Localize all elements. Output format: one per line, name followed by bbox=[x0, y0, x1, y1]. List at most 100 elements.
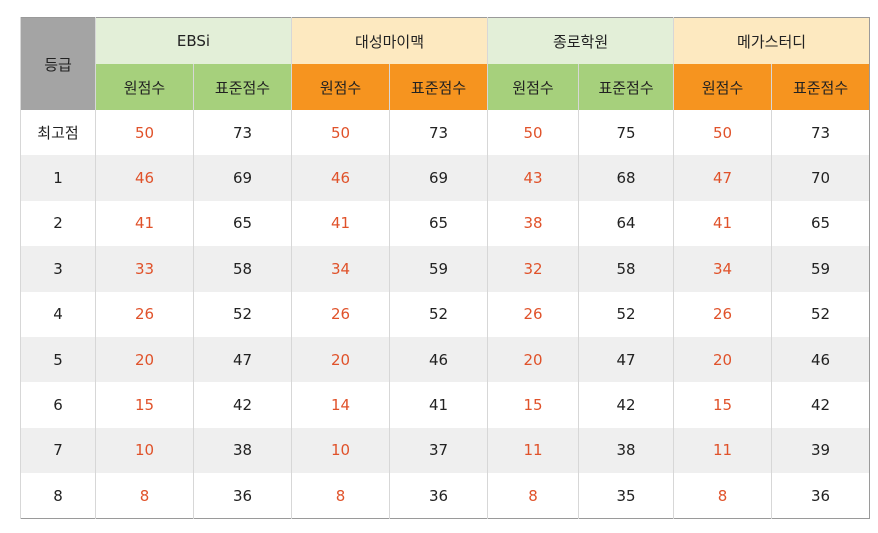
raw-score-cell: 43 bbox=[487, 155, 579, 201]
standard-score-cell: 47 bbox=[578, 336, 674, 383]
raw-score-cell: 15 bbox=[487, 382, 579, 428]
group-header-daesung: 대성마이맥 bbox=[291, 17, 488, 64]
table-body: 최고점 50 73 50 73 50 75 50 73 1 46 69 46 69 43 68 47 70 2 41 6… bbox=[20, 110, 870, 519]
raw-score-cell: 26 bbox=[487, 291, 579, 337]
subheader-standard-score: 표준점수 bbox=[771, 64, 870, 110]
standard-score-cell: 36 bbox=[389, 473, 488, 519]
raw-score-cell: 11 bbox=[487, 427, 579, 474]
raw-score-cell: 50 bbox=[673, 110, 772, 156]
standard-score-cell: 65 bbox=[771, 200, 870, 247]
raw-score-cell: 14 bbox=[291, 382, 390, 428]
raw-score-cell: 46 bbox=[291, 155, 390, 201]
grade-cut-table: 등급 EBSi 대성마이맥 종로학원 메가스터디 원점수 표준점수 원점수 표준… bbox=[20, 17, 871, 520]
standard-score-cell: 46 bbox=[771, 336, 870, 383]
raw-score-cell: 38 bbox=[487, 200, 579, 247]
raw-score-cell: 20 bbox=[291, 336, 390, 383]
standard-score-cell: 59 bbox=[771, 246, 870, 292]
raw-score-cell: 20 bbox=[673, 336, 772, 383]
grade-cell: 5 bbox=[20, 336, 96, 383]
raw-score-cell: 20 bbox=[487, 336, 579, 383]
subheader-raw-score: 원점수 bbox=[487, 64, 579, 110]
standard-score-cell: 73 bbox=[389, 110, 488, 156]
standard-score-cell: 73 bbox=[192, 110, 292, 156]
raw-score-cell: 46 bbox=[95, 155, 194, 201]
raw-score-cell: 8 bbox=[95, 473, 194, 519]
table-row: 6 15 42 14 41 15 42 15 42 bbox=[20, 382, 870, 428]
standard-score-cell: 58 bbox=[578, 246, 674, 292]
table-row: 8 8 36 8 36 8 35 8 36 bbox=[20, 473, 870, 519]
standard-score-cell: 52 bbox=[578, 291, 674, 337]
subheader-standard-score: 표준점수 bbox=[192, 64, 292, 110]
raw-score-cell: 20 bbox=[95, 336, 194, 383]
standard-score-cell: 69 bbox=[389, 155, 488, 201]
table-row: 7 10 38 10 37 11 38 11 39 bbox=[20, 427, 870, 474]
subheader-raw-score: 원점수 bbox=[291, 64, 390, 110]
table-row: 3 33 58 34 59 32 58 34 59 bbox=[20, 246, 870, 292]
subheader-raw-score: 원점수 bbox=[95, 64, 194, 110]
standard-score-cell: 70 bbox=[771, 155, 870, 201]
standard-score-cell: 42 bbox=[771, 382, 870, 428]
grade-cell: 7 bbox=[20, 427, 96, 474]
table-row: 최고점 50 73 50 73 50 75 50 73 bbox=[20, 110, 870, 156]
standard-score-cell: 65 bbox=[192, 200, 292, 247]
standard-score-cell: 69 bbox=[192, 155, 292, 201]
standard-score-cell: 68 bbox=[578, 155, 674, 201]
raw-score-cell: 41 bbox=[291, 200, 390, 247]
grade-cell: 6 bbox=[20, 382, 96, 428]
standard-score-cell: 36 bbox=[192, 473, 292, 519]
grade-cell: 최고점 bbox=[20, 110, 96, 156]
standard-score-cell: 73 bbox=[771, 110, 870, 156]
raw-score-cell: 33 bbox=[95, 246, 194, 292]
raw-score-cell: 34 bbox=[673, 246, 772, 292]
standard-score-cell: 65 bbox=[389, 200, 488, 247]
group-header-jongro: 종로학원 bbox=[487, 17, 674, 64]
table-row: 5 20 47 20 46 20 47 20 46 bbox=[20, 336, 870, 383]
raw-score-cell: 50 bbox=[291, 110, 390, 156]
standard-score-cell: 52 bbox=[192, 291, 292, 337]
raw-score-cell: 41 bbox=[673, 200, 772, 247]
raw-score-cell: 15 bbox=[673, 382, 772, 428]
standard-score-cell: 58 bbox=[192, 246, 292, 292]
table-row: 4 26 52 26 52 26 52 26 52 bbox=[20, 291, 870, 337]
standard-score-cell: 52 bbox=[389, 291, 488, 337]
raw-score-cell: 8 bbox=[673, 473, 772, 519]
standard-score-cell: 47 bbox=[192, 336, 292, 383]
standard-score-cell: 42 bbox=[578, 382, 674, 428]
raw-score-cell: 8 bbox=[487, 473, 579, 519]
raw-score-cell: 32 bbox=[487, 246, 579, 292]
table-row: 2 41 65 41 65 38 64 41 65 bbox=[20, 200, 870, 247]
standard-score-cell: 37 bbox=[389, 427, 488, 474]
subheader-standard-score: 표준점수 bbox=[389, 64, 488, 110]
grade-cell: 3 bbox=[20, 246, 96, 292]
raw-score-cell: 15 bbox=[95, 382, 194, 428]
raw-score-cell: 50 bbox=[487, 110, 579, 156]
standard-score-cell: 39 bbox=[771, 427, 870, 474]
standard-score-cell: 52 bbox=[771, 291, 870, 337]
raw-score-cell: 10 bbox=[95, 427, 194, 474]
group-header-megastudy: 메가스터디 bbox=[673, 17, 870, 64]
standard-score-cell: 46 bbox=[389, 336, 488, 383]
grade-cell: 1 bbox=[20, 155, 96, 201]
raw-score-cell: 50 bbox=[95, 110, 194, 156]
raw-score-cell: 26 bbox=[95, 291, 194, 337]
standard-score-cell: 75 bbox=[578, 110, 674, 156]
raw-score-cell: 47 bbox=[673, 155, 772, 201]
standard-score-cell: 64 bbox=[578, 200, 674, 247]
raw-score-cell: 11 bbox=[673, 427, 772, 474]
group-header-ebsi: EBSi bbox=[94, 17, 292, 64]
raw-score-cell: 10 bbox=[291, 427, 390, 474]
raw-score-cell: 8 bbox=[291, 473, 390, 519]
subheader-standard-score: 표준점수 bbox=[578, 64, 674, 110]
raw-score-cell: 41 bbox=[95, 200, 194, 247]
standard-score-cell: 59 bbox=[389, 246, 488, 292]
raw-score-cell: 26 bbox=[291, 291, 390, 337]
grade-cell: 4 bbox=[20, 291, 96, 337]
subheader-raw-score: 원점수 bbox=[673, 64, 772, 110]
grade-cell: 8 bbox=[20, 473, 96, 519]
standard-score-cell: 41 bbox=[389, 382, 488, 428]
standard-score-cell: 42 bbox=[192, 382, 292, 428]
standard-score-cell: 35 bbox=[578, 473, 674, 519]
raw-score-cell: 34 bbox=[291, 246, 390, 292]
grade-column-header: 등급 bbox=[20, 17, 96, 110]
standard-score-cell: 36 bbox=[771, 473, 870, 519]
